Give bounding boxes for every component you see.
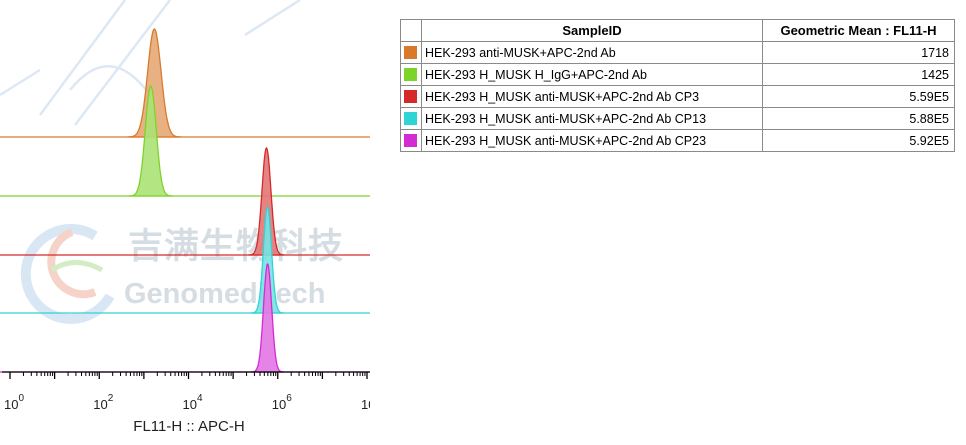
color-swatch: [404, 46, 417, 59]
table-header-row: SampleID Geometric Mean : FL11-H: [400, 19, 955, 42]
table-row: HEK-293 H_MUSK H_IgG+APC-2nd Ab 1425: [400, 63, 955, 86]
color-swatch-cell: [400, 41, 422, 64]
color-swatch: [404, 68, 417, 81]
x-tick-label: 102: [93, 393, 113, 412]
histogram-series: [0, 262, 370, 373]
x-tick-label: 100: [4, 393, 24, 412]
geometric-mean-cell: 5.92E5: [762, 129, 955, 152]
geometric-mean-cell: 5.88E5: [762, 107, 955, 130]
geometric-mean-header: Geometric Mean : FL11-H: [762, 19, 955, 42]
color-swatch-cell: [400, 129, 422, 152]
stats-table: SampleID Geometric Mean : FL11-H HEK-293…: [400, 19, 955, 152]
histogram-peak: [248, 147, 285, 256]
table-row: HEK-293 H_MUSK anti-MUSK+APC-2nd Ab CP13…: [400, 107, 955, 130]
histogram-peak: [251, 262, 284, 373]
color-swatch-cell: [400, 107, 422, 130]
sample-id-cell: HEK-293 H_MUSK anti-MUSK+APC-2nd Ab CP23: [421, 129, 763, 152]
geometric-mean-cell: 5.59E5: [762, 85, 955, 108]
sample-id-cell: HEK-293 anti-MUSK+APC-2nd Ab: [421, 41, 763, 64]
x-axis-label: FL11-H :: APC-H: [133, 418, 245, 435]
histogram-series: [0, 147, 370, 256]
histogram-series: [0, 205, 370, 314]
geometric-mean-cell: 1718: [762, 41, 955, 64]
x-tick-label: 108: [361, 393, 370, 412]
sample-id-header: SampleID: [421, 19, 763, 42]
table-row: HEK-293 anti-MUSK+APC-2nd Ab 1718: [400, 41, 955, 64]
sample-id-cell: HEK-293 H_MUSK anti-MUSK+APC-2nd Ab CP13: [421, 107, 763, 130]
x-axis: 100 102 104 106 108: [2, 371, 370, 412]
histogram-peak: [128, 85, 173, 197]
x-tick-label: 104: [183, 393, 203, 412]
sample-id-cell: HEK-293 H_MUSK H_IgG+APC-2nd Ab: [421, 63, 763, 86]
histogram-peak: [251, 205, 284, 314]
histogram-series: [0, 28, 370, 138]
histogram-peak: [127, 28, 182, 138]
color-swatch: [404, 112, 417, 125]
color-swatch: [404, 90, 417, 103]
color-column-header: [400, 19, 422, 42]
series-layer: [0, 28, 370, 373]
color-swatch-cell: [400, 85, 422, 108]
x-tick-label: 106: [272, 393, 292, 412]
table-row: HEK-293 H_MUSK anti-MUSK+APC-2nd Ab CP3 …: [400, 85, 955, 108]
histogram-series: [0, 85, 370, 197]
color-swatch-cell: [400, 63, 422, 86]
color-swatch: [404, 134, 417, 147]
table-row: HEK-293 H_MUSK anti-MUSK+APC-2nd Ab CP23…: [400, 129, 955, 152]
geometric-mean-cell: 1425: [762, 63, 955, 86]
histogram-chart: 100 102 104 106 108: [0, 28, 370, 412]
sample-id-cell: HEK-293 H_MUSK anti-MUSK+APC-2nd Ab CP3: [421, 85, 763, 108]
